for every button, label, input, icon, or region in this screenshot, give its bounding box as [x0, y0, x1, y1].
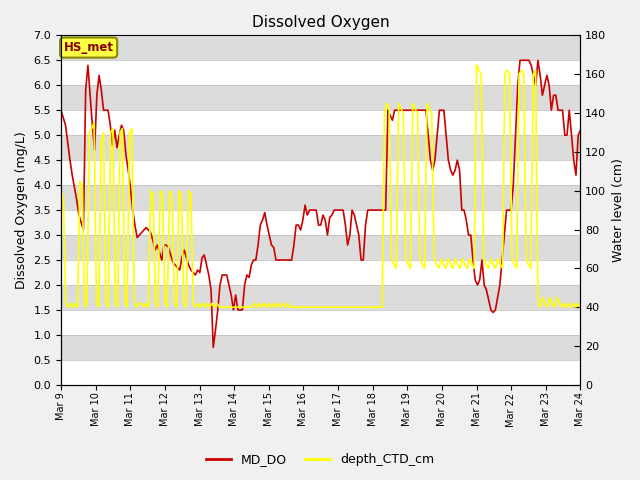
MD_DO: [451, 167, 459, 173]
Line: MD_DO: MD_DO: [61, 60, 580, 348]
Y-axis label: Dissolved Oxygen (mg/L): Dissolved Oxygen (mg/L): [15, 131, 28, 289]
depth_CTD_cm: [397, 106, 405, 112]
Text: HS_met: HS_met: [63, 41, 114, 54]
depth_CTD_cm: [317, 304, 324, 310]
MD_DO: [158, 257, 166, 263]
Bar: [61, 335, 580, 360]
Bar: [61, 110, 580, 135]
depth_CTD_cm: [230, 304, 237, 310]
Bar: [61, 210, 580, 235]
depth_CTD_cm: [577, 304, 584, 310]
depth_CTD_cm: [473, 61, 481, 67]
depth_CTD_cm: [116, 130, 124, 135]
MD_DO: [191, 272, 199, 278]
Y-axis label: Water level (cm): Water level (cm): [612, 158, 625, 262]
Bar: [61, 85, 580, 110]
Bar: [61, 260, 580, 285]
Bar: [61, 235, 580, 260]
Bar: [61, 185, 580, 210]
MD_DO: [420, 108, 428, 113]
Bar: [61, 360, 580, 385]
Bar: [61, 36, 580, 60]
depth_CTD_cm: [57, 188, 65, 193]
depth_CTD_cm: [208, 300, 216, 306]
MD_DO: [209, 345, 217, 350]
depth_CTD_cm: [64, 304, 72, 310]
MD_DO: [362, 222, 369, 228]
Bar: [61, 60, 580, 85]
MD_DO: [57, 108, 65, 113]
Legend: MD_DO, depth_CTD_cm: MD_DO, depth_CTD_cm: [200, 448, 440, 471]
depth_CTD_cm: [357, 304, 365, 310]
MD_DO: [523, 58, 531, 63]
MD_DO: [577, 127, 584, 133]
Title: Dissolved Oxygen: Dissolved Oxygen: [252, 15, 390, 30]
MD_DO: [516, 58, 524, 63]
Bar: [61, 310, 580, 335]
Bar: [61, 160, 580, 185]
Bar: [61, 285, 580, 310]
Line: depth_CTD_cm: depth_CTD_cm: [61, 64, 580, 307]
Bar: [61, 135, 580, 160]
